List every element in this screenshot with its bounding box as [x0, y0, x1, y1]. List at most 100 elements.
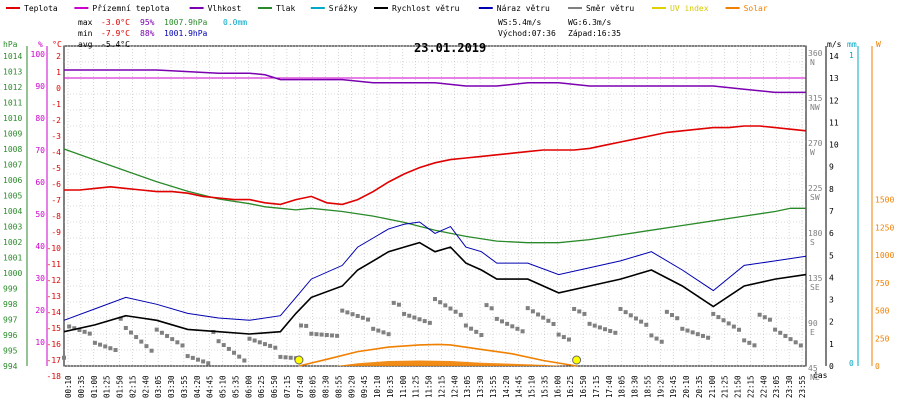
hum-tick: 40 [35, 242, 45, 251]
x-tick-label: 00:10 [64, 375, 73, 398]
x-tick-label: 13:05 [463, 375, 472, 398]
stat-sunset: Západ:16:35 [568, 29, 621, 38]
wind-direction-point [268, 343, 273, 348]
wind-direction-point [144, 344, 149, 349]
ms-tick: 7 [829, 207, 834, 216]
wind-direction-point [304, 323, 309, 328]
wind-direction-point [319, 332, 324, 337]
dir-tick-deg: 360 [808, 49, 823, 58]
x-tick-label: 18:30 [631, 375, 640, 398]
x-tick-label: 18:55 [643, 375, 652, 398]
wind-direction-point [597, 325, 602, 330]
solar-tick: 1000 [875, 251, 894, 260]
series-tlak-line [63, 148, 806, 244]
press-tick: 1013 [3, 68, 22, 77]
press-tick: 1005 [3, 192, 22, 201]
press-tick: 1011 [3, 99, 22, 108]
wind-direction-point [360, 315, 365, 320]
wind-direction-point [381, 330, 386, 335]
wind-direction-point [633, 316, 638, 321]
x-tick-label: 07:15 [283, 375, 292, 398]
temp-tick: 1 [56, 68, 61, 77]
wind-direction-point [128, 330, 133, 335]
x-tick-label: 15:35 [540, 375, 549, 398]
stat-min-temp: -7.9°C [101, 29, 130, 38]
wind-direction-point [154, 327, 159, 332]
series-solar-line [298, 343, 577, 367]
wind-direction-point [216, 339, 221, 344]
wind-direction-point [237, 354, 242, 359]
temp-tick: -16 [47, 340, 62, 349]
wind-direction-point [324, 333, 329, 337]
press-tick: 1008 [3, 145, 22, 154]
press-tick: 1006 [3, 176, 22, 185]
x-tick-label: 11:50 [425, 375, 434, 398]
wind-direction-point [252, 338, 257, 343]
temp-tick: -13 [47, 292, 62, 301]
temp-tick: -11 [47, 260, 62, 269]
dir-tick-label: E [810, 328, 815, 337]
legend-label: Vlhkost [208, 4, 242, 13]
dir-tick-label: N [810, 58, 815, 67]
wind-direction-point [463, 323, 468, 328]
legend-label: Rychlost větru [392, 4, 460, 13]
wind-direction-point [618, 306, 623, 311]
x-tick-label: 13:30 [476, 375, 485, 398]
wind-direction-point [402, 311, 407, 316]
temp-tick: -1 [51, 100, 61, 109]
stat-min-press: 1001.9hPa [164, 29, 208, 38]
wind-direction-point [72, 326, 77, 331]
stat-max-temp: -3.0°C [101, 18, 130, 27]
temp-tick: -9 [51, 228, 61, 237]
dir-tick-deg: 315 [808, 94, 823, 103]
wind-direction-point [561, 335, 566, 340]
wind-direction-point [391, 300, 396, 305]
wind-direction-point [773, 327, 778, 332]
series-solar-area [336, 360, 565, 366]
wind-direction-point [603, 327, 608, 332]
wind-direction-point [113, 348, 118, 353]
wind-direction-point [407, 313, 412, 318]
x-tick-label: 11:00 [399, 375, 408, 398]
x-tick-label: 08:55 [334, 375, 343, 398]
wind-direction-point [108, 346, 113, 351]
x-tick-label: 02:15 [128, 375, 137, 398]
wind-direction-point [139, 339, 144, 344]
hum-tick: 90 [35, 82, 45, 91]
temp-tick: -5 [51, 164, 61, 173]
wind-direction-point [541, 315, 546, 320]
wind-direction-point [87, 331, 92, 336]
wind-direction-point [582, 311, 587, 316]
wind-direction-point [695, 332, 700, 337]
wind-direction-point [628, 313, 633, 318]
legend-label: Směr větru [586, 4, 634, 13]
ms-tick: 1 [829, 340, 834, 349]
wind-direction-point [783, 333, 788, 338]
wind-direction-point [608, 329, 613, 334]
dir-tick-label: SE [810, 283, 820, 292]
x-tick-label: 21:25 [721, 375, 730, 398]
wind-direction-point [706, 335, 711, 340]
temp-tick: 0 [56, 84, 61, 93]
wind-direction-point [299, 323, 304, 328]
x-tick-label: 23:55 [798, 375, 807, 398]
press-tick: 1004 [3, 207, 22, 216]
wind-direction-point [654, 336, 659, 341]
x-tick-label: 20:10 [682, 375, 691, 398]
wind-direction-point [242, 358, 247, 363]
ms-tick: 6 [829, 229, 834, 238]
x-tick-label: 23:05 [772, 375, 781, 398]
legend-label: Teplota [24, 4, 58, 13]
press-tick: 1010 [3, 114, 22, 123]
stat-min-hum: 88% [140, 29, 155, 38]
wind-direction-point [149, 348, 154, 353]
press-tick: 1014 [3, 52, 22, 61]
wind-direction-point [329, 333, 334, 338]
hum-tick: 30 [35, 274, 45, 283]
wind-direction-point [314, 332, 319, 337]
press-tick: 1009 [3, 130, 22, 139]
temp-tick: 2 [56, 52, 61, 61]
hum-tick: 100 [31, 50, 46, 59]
x-tick-label: 09:20 [347, 375, 356, 398]
wind-direction-point [664, 309, 669, 314]
